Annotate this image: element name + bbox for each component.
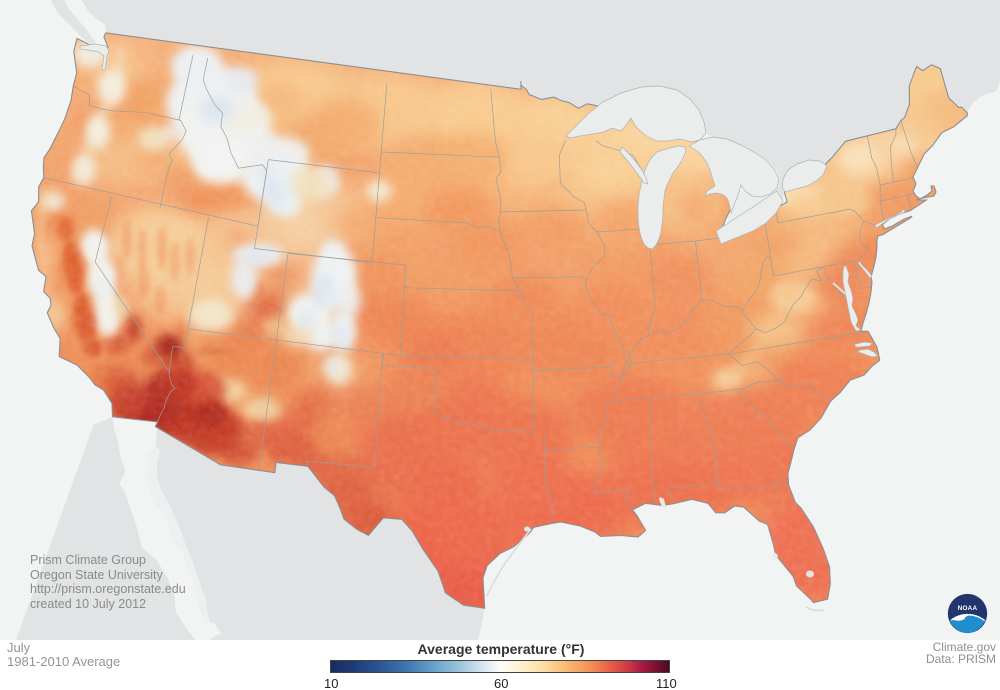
svg-text:NOAA: NOAA: [958, 605, 978, 612]
